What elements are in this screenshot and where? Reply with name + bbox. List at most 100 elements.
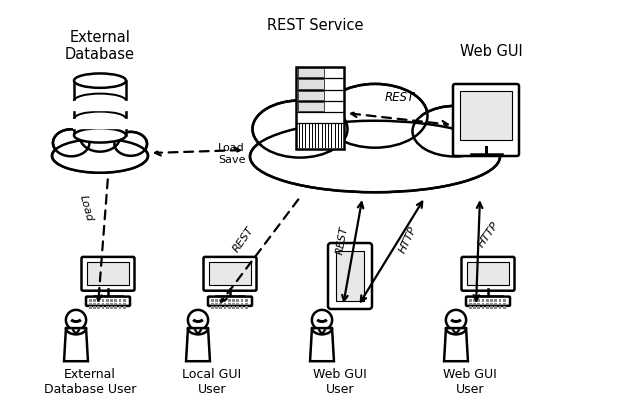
Bar [93, 303, 96, 305]
Bar [123, 306, 125, 308]
Bar [473, 303, 476, 305]
Polygon shape [444, 328, 468, 361]
Ellipse shape [413, 106, 497, 156]
Bar [123, 303, 125, 305]
Bar [241, 299, 243, 302]
FancyBboxPatch shape [296, 67, 344, 149]
Bar [211, 299, 214, 302]
Bar [494, 303, 497, 305]
Circle shape [312, 310, 332, 330]
Ellipse shape [52, 139, 148, 173]
Ellipse shape [258, 104, 342, 154]
Ellipse shape [250, 121, 500, 192]
Text: Load
Save: Load Save [218, 143, 246, 165]
Bar [236, 299, 239, 302]
Bar [223, 303, 227, 305]
Bar [106, 299, 109, 302]
Bar [244, 299, 248, 302]
FancyBboxPatch shape [73, 101, 127, 110]
Bar [97, 306, 100, 308]
Bar [118, 303, 122, 305]
Bar [486, 299, 488, 302]
FancyBboxPatch shape [298, 91, 324, 100]
Bar [89, 306, 92, 308]
Bar [228, 303, 230, 305]
Polygon shape [64, 328, 88, 361]
Ellipse shape [74, 128, 126, 143]
Bar [106, 306, 109, 308]
Ellipse shape [253, 101, 348, 158]
FancyBboxPatch shape [336, 251, 364, 301]
Bar [115, 306, 117, 308]
Bar [102, 306, 104, 308]
Bar [499, 306, 501, 308]
Bar [486, 306, 488, 308]
Bar [115, 303, 117, 305]
FancyBboxPatch shape [467, 263, 509, 285]
Bar [499, 303, 501, 305]
FancyBboxPatch shape [73, 119, 127, 128]
Bar [115, 299, 117, 302]
Text: REST Service: REST Service [267, 18, 364, 33]
Ellipse shape [323, 84, 428, 148]
FancyBboxPatch shape [204, 257, 257, 291]
Bar [220, 299, 222, 302]
Bar [232, 306, 235, 308]
Ellipse shape [83, 123, 118, 150]
Bar [236, 306, 239, 308]
Ellipse shape [54, 140, 146, 172]
Bar [211, 303, 214, 305]
Text: External
Database: External Database [65, 30, 135, 63]
Bar [228, 306, 230, 308]
Bar [244, 306, 248, 308]
FancyBboxPatch shape [86, 297, 130, 306]
Bar [490, 303, 493, 305]
Bar [97, 303, 100, 305]
Text: HTTP: HTTP [476, 221, 500, 249]
Polygon shape [310, 328, 334, 361]
Bar [215, 299, 218, 302]
Bar [110, 303, 113, 305]
Bar [469, 306, 472, 308]
Bar [232, 299, 235, 302]
Bar [97, 299, 100, 302]
Text: External
Database User: External Database User [44, 368, 136, 396]
Bar [473, 306, 476, 308]
Bar [211, 306, 214, 308]
Bar [494, 306, 497, 308]
FancyBboxPatch shape [328, 243, 372, 309]
Circle shape [66, 310, 86, 330]
Bar [241, 303, 243, 305]
Bar [110, 306, 113, 308]
Bar [228, 299, 230, 302]
FancyBboxPatch shape [466, 297, 510, 306]
Bar [93, 299, 96, 302]
Ellipse shape [418, 109, 492, 154]
Ellipse shape [115, 132, 147, 156]
Bar [93, 306, 96, 308]
Text: HTTP: HTTP [397, 225, 419, 255]
Text: REST: REST [335, 225, 349, 255]
Text: Web GUI: Web GUI [460, 44, 522, 59]
Bar [220, 306, 222, 308]
Bar [486, 303, 488, 305]
Polygon shape [186, 328, 210, 361]
FancyBboxPatch shape [209, 263, 251, 285]
FancyBboxPatch shape [461, 257, 515, 291]
Text: Web GUI
User: Web GUI User [443, 368, 497, 396]
FancyBboxPatch shape [87, 263, 129, 285]
Bar [244, 303, 248, 305]
Bar [110, 299, 113, 302]
Bar [477, 303, 480, 305]
Text: Local GUI
User: Local GUI User [182, 368, 241, 396]
Bar [106, 303, 109, 305]
FancyBboxPatch shape [453, 84, 519, 156]
Bar [123, 299, 125, 302]
Bar [469, 299, 472, 302]
Bar [232, 303, 235, 305]
Bar [102, 299, 104, 302]
Bar [499, 299, 501, 302]
Text: REST: REST [385, 91, 415, 104]
Circle shape [446, 310, 466, 330]
Bar [89, 299, 92, 302]
